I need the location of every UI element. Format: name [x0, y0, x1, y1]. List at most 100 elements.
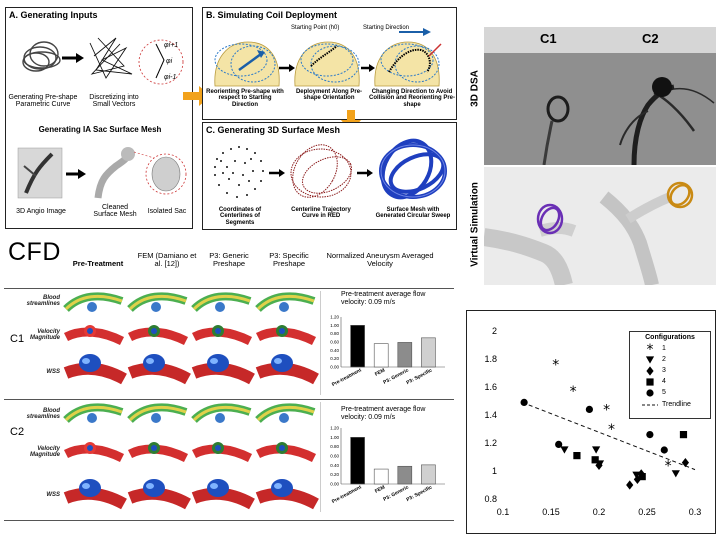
discretize-label: Discretizing into Small Vectors — [89, 94, 139, 109]
cfd-thumb — [255, 354, 319, 385]
dsa-side-label: 3D DSA — [469, 70, 481, 107]
cfd-bar — [373, 468, 389, 485]
legend-item-trendline: Trendline — [662, 401, 691, 408]
legend-marker — [646, 378, 654, 386]
bar-y-tick: 0.00 — [330, 365, 339, 370]
legend-marker: * — [647, 342, 654, 358]
bar-y-tick: 1.00 — [330, 435, 339, 440]
legend-marker — [646, 389, 654, 397]
cfd-thumb — [191, 403, 252, 424]
cfd-thumb — [255, 325, 317, 346]
x-tick-label: 0.15 — [542, 507, 560, 517]
scatter-point — [660, 446, 668, 454]
c1-row-velocity: Velocity Magnitude — [30, 329, 60, 341]
isolated-label: Isolated Sac — [147, 208, 187, 215]
stage1-label: Reorienting Pre-shape with respect to St… — [206, 89, 284, 108]
cfd-bar — [350, 437, 365, 485]
dsa-side-bar-top: 3D DSA — [466, 27, 484, 165]
bar-y-tick: 0.40 — [330, 463, 339, 468]
bar-y-tick: 0.80 — [330, 331, 339, 336]
scatter-point — [681, 458, 689, 468]
c2-row-wss: WSS — [46, 492, 60, 498]
legend-item-3: 3 — [662, 367, 666, 374]
legend-item-1: 1 — [662, 345, 666, 352]
deployment-stage-3 — [374, 41, 442, 87]
cfd-c1-block: C1 Blood streamlines Velocity Magnitude … — [4, 288, 454, 400]
y-tick-label: 1.6 — [484, 382, 497, 392]
col-header-specific: P3: Specific Preshape — [269, 251, 309, 268]
panel-b-art — [214, 28, 442, 87]
cfd-thumb — [63, 292, 124, 313]
cfd-thumb — [191, 292, 252, 313]
panel-a: A. Generating Inputs φi+1 φi φi-1 Genera… — [5, 7, 193, 229]
cfd-bar — [350, 325, 365, 368]
c-label2: Centerline Trajectory Curve in RED — [291, 207, 351, 220]
c1-row-streamlines: Blood streamlines — [26, 295, 60, 307]
cfd-thumb — [191, 325, 253, 346]
cfd-bar — [421, 464, 436, 485]
preshape-label: Generating Pre-shape Parametric Curve — [8, 94, 78, 109]
scatter-point — [592, 446, 601, 454]
c2-sim-images — [63, 403, 319, 510]
deployment-stage-2 — [294, 41, 360, 87]
y-tick-label: 2 — [492, 326, 497, 336]
bar-y-tick: 1.20 — [330, 315, 339, 320]
c2-row-streamlines: Blood streamlines — [26, 408, 60, 420]
cfd-thumb — [63, 325, 125, 346]
scatter-point — [555, 440, 563, 448]
cfd-thumb — [63, 403, 124, 424]
c1-bar-chart: Pre-treatment average flow velocity: 0.0… — [320, 291, 453, 395]
legend-item-2: 2 — [662, 356, 666, 363]
scatter-point — [591, 456, 599, 464]
phi-mid-label: φi — [166, 58, 173, 65]
starting-point-label: Starting Point (h0) — [291, 25, 340, 31]
bar-category-label: FEM — [374, 484, 386, 494]
y-tick-label: 1 — [492, 466, 497, 476]
angio-image — [17, 147, 63, 199]
phi-top-label: φi+1 — [164, 42, 179, 49]
bar-category-label: P3: Specific — [405, 367, 433, 386]
panel-b-title: B. Simulating Coil Deployment — [206, 10, 338, 20]
bar-y-tick: 1.00 — [330, 323, 339, 328]
arrow-b-to-c — [341, 110, 361, 132]
panel-c: C. Generating 3D Surface Mesh Coordinate… — [202, 122, 457, 230]
cfd-thumb — [63, 479, 127, 510]
cfd-thumb — [191, 479, 255, 510]
bar-y-tick: 0.60 — [330, 340, 339, 345]
cfd-thumb — [255, 442, 317, 463]
cfd-thumb — [127, 442, 189, 463]
panel-b: B. Simulating Coil Deployment Starting P… — [202, 7, 457, 120]
legend-item-4: 4 — [662, 378, 666, 385]
cfd-thumb — [127, 354, 191, 385]
stage2-label: Deployment Along Pre-shape Orientation — [295, 89, 363, 102]
cfd-thumb — [127, 479, 191, 510]
cfd-c1-case-label: C1 — [10, 333, 25, 345]
discretized-curve-image — [89, 37, 133, 79]
vsim-side-label: Virtual Simulation — [469, 182, 481, 267]
angio-label: 3D Angio Image — [16, 208, 66, 215]
cfd-thumb — [63, 354, 127, 385]
bar-y-tick: 1.20 — [330, 426, 339, 431]
c2-bar-chart: Pre-treatment average flow velocity: 0.0… — [320, 402, 453, 512]
cfd-bar — [397, 342, 413, 368]
cfd-thumb — [127, 292, 188, 313]
scatter-point — [646, 431, 654, 439]
bar-category-label: Pre-treatment — [331, 484, 363, 505]
legend-item-5: 5 — [662, 389, 666, 396]
cfd-thumb — [255, 292, 316, 313]
cfd-c2-block: C2 Blood streamlines Velocity Magnitude … — [4, 398, 454, 521]
cfd-title: CFD — [8, 238, 61, 266]
legend-marker — [645, 356, 655, 364]
panel-a-title: A. Generating Inputs — [9, 10, 98, 20]
surface-mesh-image — [379, 138, 447, 200]
x-tick-label: 0.25 — [638, 507, 656, 517]
scatter-point: * — [552, 358, 559, 374]
c1-sim-images — [63, 292, 319, 385]
cfd-thumb — [191, 354, 255, 385]
c2-label: C2 — [642, 31, 659, 46]
x-tick-label: 0.3 — [689, 507, 702, 517]
phi-bot-label: φi-1 — [164, 74, 177, 81]
scatter-point — [626, 480, 634, 490]
c1-bar-svg: 1.20 1.00 0.80 0.60 0.40 0.20 0.00Pre-treatmen… — [330, 315, 445, 388]
scatter-point: * — [570, 384, 577, 400]
